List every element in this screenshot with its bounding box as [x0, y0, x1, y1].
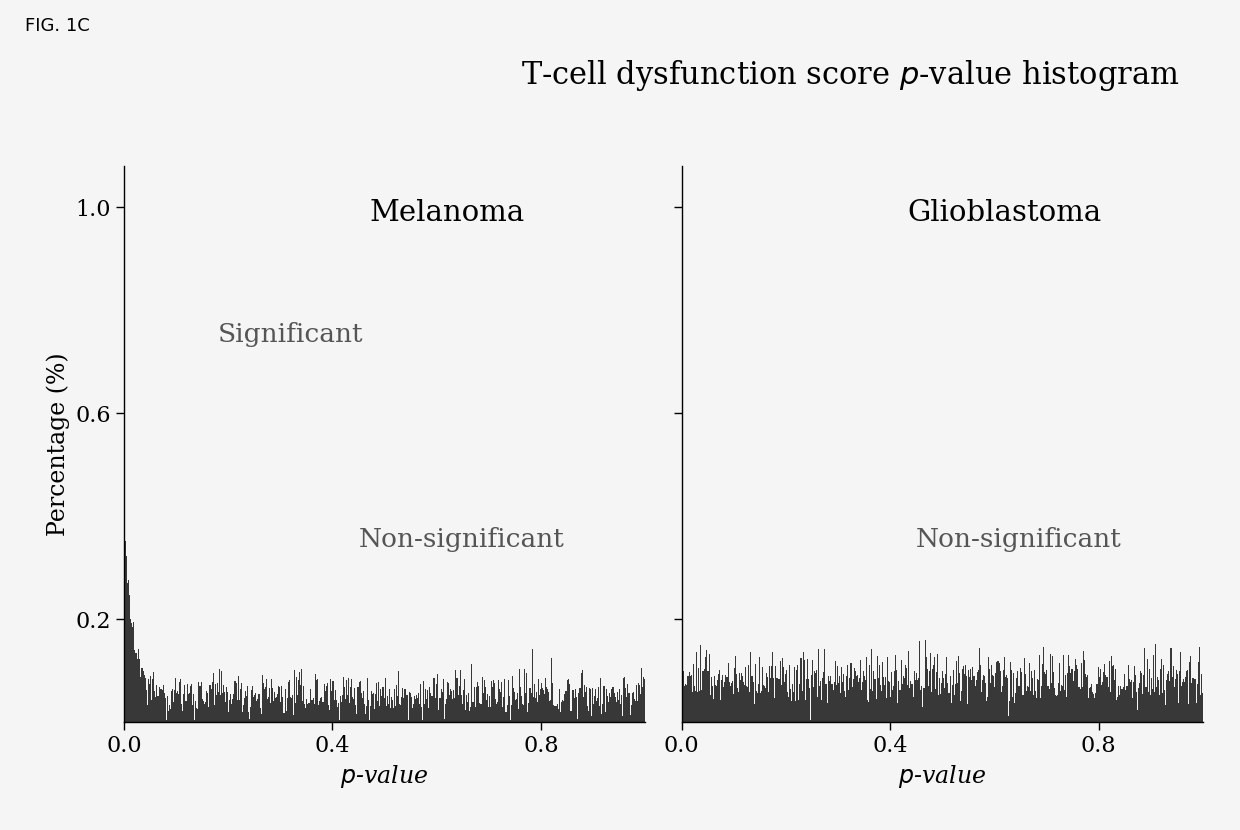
Text: Melanoma: Melanoma: [370, 199, 525, 227]
Text: Significant: Significant: [218, 322, 363, 347]
Text: Glioblastoma: Glioblastoma: [908, 199, 1102, 227]
Text: Non-significant: Non-significant: [358, 528, 564, 553]
Y-axis label: Percentage (%): Percentage (%): [46, 352, 69, 536]
X-axis label: $p$-value: $p$-value: [341, 763, 429, 790]
Text: T-cell dysfunction score $p$-value histogram: T-cell dysfunction score $p$-value histo…: [521, 58, 1179, 93]
X-axis label: $p$-value: $p$-value: [898, 763, 986, 790]
Text: FIG. 1C: FIG. 1C: [25, 17, 89, 35]
Text: Non-significant: Non-significant: [916, 528, 1122, 553]
